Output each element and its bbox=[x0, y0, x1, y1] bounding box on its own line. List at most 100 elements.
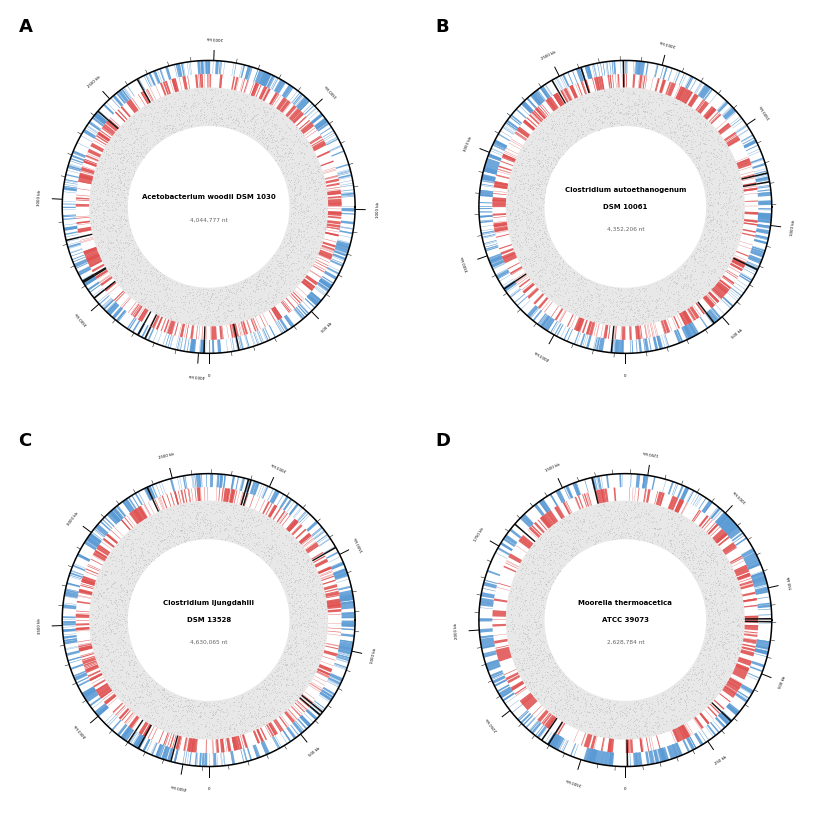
Point bbox=[87, 214, 100, 227]
Point bbox=[238, 105, 251, 118]
Point bbox=[607, 703, 620, 716]
Point bbox=[531, 265, 545, 279]
Point bbox=[507, 625, 520, 638]
Point bbox=[300, 588, 314, 601]
Polygon shape bbox=[719, 516, 729, 526]
Point bbox=[633, 117, 646, 130]
Point bbox=[276, 566, 289, 580]
Point bbox=[536, 152, 550, 165]
Polygon shape bbox=[168, 748, 173, 761]
Point bbox=[277, 554, 290, 567]
Point bbox=[666, 293, 680, 306]
Point bbox=[211, 309, 224, 323]
Polygon shape bbox=[143, 739, 149, 751]
Polygon shape bbox=[515, 132, 526, 140]
Point bbox=[148, 119, 161, 132]
Point bbox=[140, 256, 153, 269]
Point bbox=[114, 584, 128, 597]
Point bbox=[661, 683, 675, 696]
Point bbox=[96, 642, 109, 655]
Point bbox=[711, 627, 725, 640]
Point bbox=[517, 187, 530, 200]
Point bbox=[559, 284, 572, 298]
Point bbox=[593, 113, 606, 127]
Point bbox=[707, 262, 721, 275]
Point bbox=[524, 676, 537, 689]
Point bbox=[730, 629, 743, 643]
Point bbox=[124, 642, 138, 655]
Polygon shape bbox=[298, 511, 307, 522]
Point bbox=[700, 212, 713, 225]
Point bbox=[128, 544, 142, 557]
Point bbox=[699, 156, 712, 170]
Point bbox=[701, 203, 714, 217]
Point bbox=[279, 286, 293, 299]
Point bbox=[544, 553, 557, 566]
Point bbox=[118, 585, 131, 598]
Point bbox=[672, 684, 686, 697]
Point bbox=[543, 548, 556, 562]
Polygon shape bbox=[744, 222, 757, 226]
Point bbox=[95, 567, 108, 581]
Point bbox=[627, 287, 641, 300]
Polygon shape bbox=[555, 491, 562, 503]
Point bbox=[512, 196, 525, 209]
Point bbox=[173, 725, 187, 739]
Point bbox=[114, 676, 128, 689]
Point bbox=[588, 88, 601, 101]
Point bbox=[648, 117, 661, 130]
Point bbox=[291, 677, 304, 691]
Point bbox=[234, 511, 248, 524]
Point bbox=[560, 692, 574, 705]
Point bbox=[521, 627, 535, 640]
Point bbox=[259, 515, 273, 528]
Polygon shape bbox=[76, 194, 89, 196]
Polygon shape bbox=[76, 199, 89, 201]
Point bbox=[115, 687, 128, 700]
Point bbox=[278, 557, 291, 571]
Point bbox=[148, 693, 161, 706]
Point bbox=[509, 210, 522, 223]
Polygon shape bbox=[76, 203, 89, 207]
Point bbox=[173, 102, 187, 115]
Point bbox=[98, 626, 112, 639]
Point bbox=[169, 108, 183, 122]
Polygon shape bbox=[143, 739, 150, 752]
Point bbox=[88, 611, 101, 624]
Polygon shape bbox=[327, 267, 339, 275]
Point bbox=[142, 710, 155, 723]
Point bbox=[183, 500, 196, 513]
Point bbox=[725, 242, 738, 256]
Point bbox=[520, 641, 533, 654]
Point bbox=[239, 714, 252, 727]
Polygon shape bbox=[244, 493, 249, 506]
Point bbox=[228, 724, 241, 738]
Point bbox=[512, 190, 525, 203]
Point bbox=[288, 245, 301, 258]
Point bbox=[204, 92, 218, 105]
Point bbox=[530, 178, 544, 191]
Point bbox=[150, 117, 163, 131]
Polygon shape bbox=[504, 125, 515, 133]
Point bbox=[293, 158, 306, 171]
Point bbox=[550, 245, 563, 258]
Point bbox=[558, 103, 571, 117]
Point bbox=[183, 301, 196, 314]
Point bbox=[140, 683, 153, 696]
Polygon shape bbox=[548, 733, 556, 745]
Point bbox=[193, 505, 206, 519]
Point bbox=[672, 287, 686, 300]
Point bbox=[261, 261, 274, 274]
Point bbox=[721, 183, 734, 196]
Polygon shape bbox=[128, 318, 136, 330]
Point bbox=[263, 260, 276, 273]
Point bbox=[535, 284, 549, 297]
Point bbox=[713, 611, 726, 624]
Point bbox=[584, 697, 597, 710]
Point bbox=[99, 650, 113, 663]
Point bbox=[104, 588, 118, 601]
Polygon shape bbox=[262, 73, 269, 85]
Point bbox=[153, 125, 167, 138]
Point bbox=[646, 707, 659, 720]
Polygon shape bbox=[481, 645, 495, 649]
